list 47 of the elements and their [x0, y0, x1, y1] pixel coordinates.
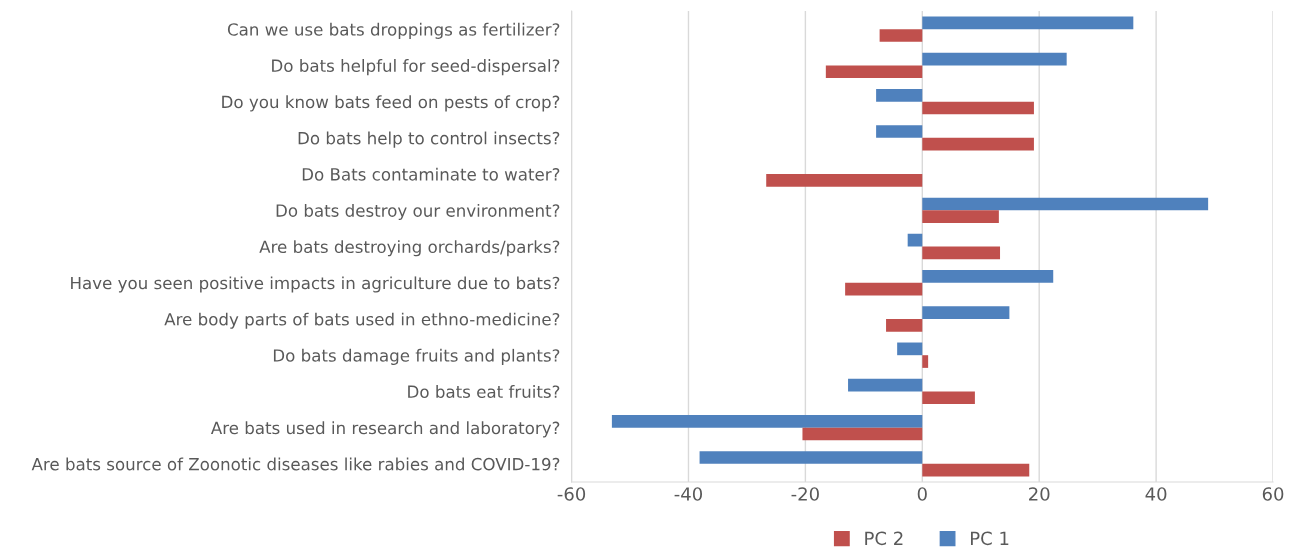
bar	[876, 88, 923, 102]
bar	[848, 378, 923, 392]
y-tick-label: Do you know bats feed on pests of crop?	[222, 95, 560, 112]
bar	[876, 125, 923, 138]
x-tick-label: 0	[917, 487, 927, 501]
bar	[897, 342, 923, 356]
bar	[922, 16, 1134, 30]
x-tick-label: -60	[557, 487, 586, 501]
bar	[922, 101, 1034, 115]
y-tick-label: Do Bats contaminate to water?	[302, 167, 560, 181]
y-tick-label: Have you seen positive impacts in agriculture due to bats?	[71, 276, 560, 293]
bar	[922, 246, 1001, 260]
y-tick-label: Do bats destroy our environment?	[276, 203, 560, 221]
x-tick-label: -20	[791, 487, 819, 501]
bar	[922, 355, 929, 368]
bar	[886, 318, 923, 332]
legend-label: PC 2	[865, 531, 903, 546]
y-tick-label: Do bats damage fruits and plants?	[273, 348, 560, 365]
bar	[766, 174, 923, 187]
bar	[907, 233, 923, 247]
bar	[922, 197, 1209, 211]
x-tick-label: 40	[1145, 487, 1167, 501]
y-tick-label: Are bats destroying orchards/parks?	[259, 240, 560, 257]
bar	[845, 282, 923, 296]
y-tick-label: Do bats help to control insects?	[298, 131, 560, 148]
x-tick-label: -40	[674, 487, 703, 501]
bar	[922, 137, 1034, 151]
bar	[922, 210, 999, 223]
x-tick-label: 60	[1262, 487, 1284, 501]
y-tick-label: Do bats helpful for seed-dispersal?	[272, 59, 560, 76]
bar	[879, 29, 923, 42]
bar	[922, 306, 1010, 319]
bar	[802, 427, 923, 441]
y-tick-label: Can we use bats droppings as fertilizer?	[227, 22, 560, 39]
legend-label: PC 1	[971, 531, 1009, 546]
bar	[699, 451, 923, 464]
bar	[825, 65, 923, 79]
y-tick-label: Are body parts of bats used in ethno-medicine?	[164, 312, 560, 329]
bar	[611, 414, 923, 428]
bar	[922, 463, 1030, 477]
bar	[922, 391, 975, 405]
y-tick-label: Are bats source of Zoonotic diseases like rabies and COVID-19?	[31, 457, 560, 471]
bar	[922, 52, 1067, 66]
x-tick-label: 20	[1029, 487, 1050, 501]
bar	[922, 270, 1054, 283]
y-tick-label: Are bats used in research and laboratory?	[210, 421, 560, 438]
y-tick-label: Do bats eat fruits?	[408, 385, 560, 398]
